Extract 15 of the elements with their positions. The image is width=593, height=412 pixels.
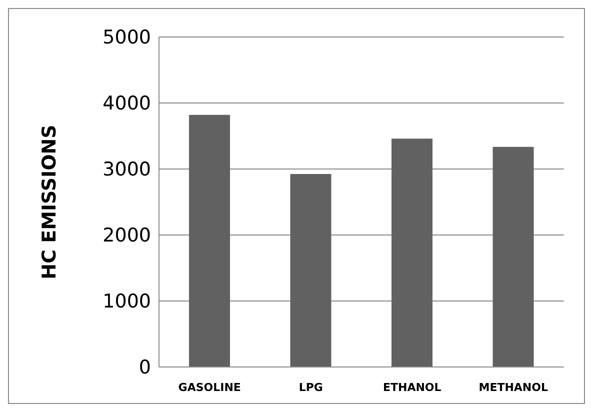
- x-tick-label: METHANOL: [478, 380, 548, 394]
- bar: [392, 138, 432, 367]
- y-tick-label: 2000: [102, 224, 151, 247]
- bar: [189, 114, 230, 367]
- y-tick-label: 5000: [102, 26, 151, 49]
- x-tick-label: ETHANOL: [382, 380, 442, 394]
- y-tick-label: 0: [138, 356, 151, 379]
- y-axis-title: HC EMISSIONS: [38, 124, 61, 280]
- y-tick-label: 1000: [102, 290, 151, 313]
- y-tick-label: 4000: [102, 92, 151, 115]
- x-tick-label: LPG: [298, 380, 323, 394]
- bar: [290, 174, 332, 367]
- y-tick-label: 3000: [102, 158, 151, 181]
- x-tick-label: GASOLINE: [178, 380, 241, 394]
- bar: [492, 146, 534, 367]
